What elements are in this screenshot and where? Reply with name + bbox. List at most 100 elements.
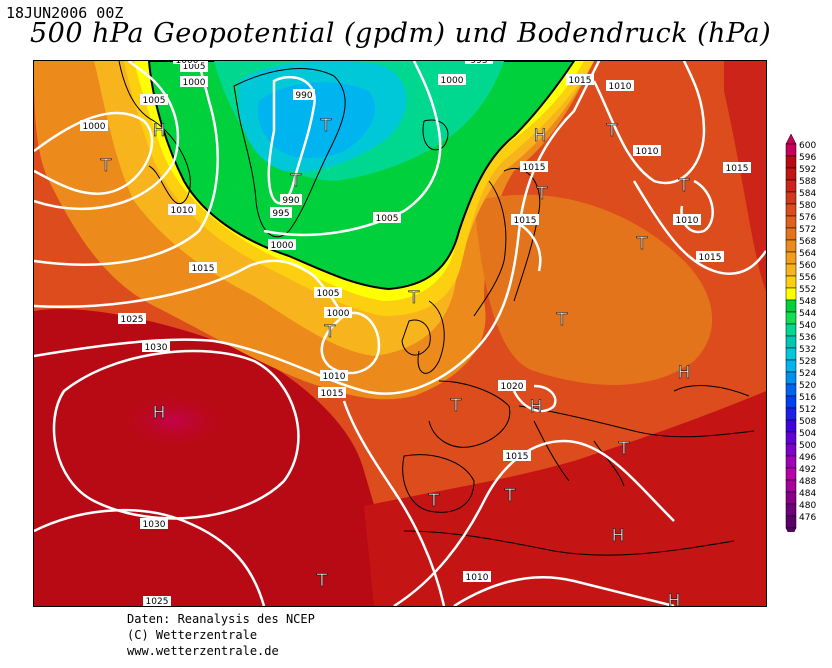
legend-label: 512 xyxy=(799,405,816,415)
legend-label: 500 xyxy=(799,441,816,451)
legend-swatch xyxy=(785,443,797,457)
svg-text:1000: 1000 xyxy=(441,76,464,86)
svg-text:1015: 1015 xyxy=(569,76,592,86)
isobar-label: 1020 xyxy=(498,380,526,392)
isobar-label: 1005 xyxy=(373,212,401,224)
legend-label: 508 xyxy=(799,417,816,427)
legend-swatch xyxy=(785,347,797,361)
svg-text:1030: 1030 xyxy=(145,343,168,353)
legend-label: 496 xyxy=(799,453,816,463)
legend-swatch xyxy=(785,479,797,493)
svg-text:1010: 1010 xyxy=(171,206,194,216)
legend-swatch xyxy=(785,335,797,349)
system-marker: T xyxy=(324,322,336,342)
legend-swatch xyxy=(785,155,797,169)
isobars xyxy=(34,61,766,606)
legend-label: 532 xyxy=(799,345,816,355)
legend-label: 588 xyxy=(799,177,816,187)
legend-swatch xyxy=(785,275,797,289)
system-marker: T xyxy=(606,121,618,141)
svg-text:1025: 1025 xyxy=(146,597,169,606)
isobar-label: 1015 xyxy=(511,214,539,226)
legend-swatch xyxy=(785,239,797,253)
isobar-label: 1015 xyxy=(189,262,217,274)
credits-copyright: (C) Wetterzentrale xyxy=(127,628,258,642)
system-marker: T xyxy=(428,491,440,511)
svg-text:1015: 1015 xyxy=(321,389,344,399)
legend-label: 516 xyxy=(799,393,816,403)
legend-label: 556 xyxy=(799,273,816,283)
legend-label: 552 xyxy=(799,285,816,295)
isobar-label: 1000 xyxy=(268,239,296,251)
legend-label: 548 xyxy=(799,297,816,307)
system-marker: H xyxy=(530,397,543,417)
legend-swatch xyxy=(785,167,797,181)
svg-text:1000: 1000 xyxy=(183,78,206,88)
system-marker: H xyxy=(153,403,166,423)
system-marker: T xyxy=(450,396,462,416)
svg-text:1015: 1015 xyxy=(523,163,546,173)
legend-swatch xyxy=(785,203,797,217)
legend-swatch xyxy=(785,383,797,397)
system-marker: T xyxy=(408,288,420,308)
svg-text:1005: 1005 xyxy=(143,96,166,106)
legend-label: 528 xyxy=(799,357,816,367)
svg-text:995: 995 xyxy=(272,209,289,219)
svg-text:1015: 1015 xyxy=(699,253,722,263)
isobar-label: 1015 xyxy=(696,251,724,263)
svg-text:1005: 1005 xyxy=(376,214,399,224)
height-field-592-east xyxy=(724,61,766,291)
isobar-label: 995 xyxy=(270,207,292,219)
svg-text:1020: 1020 xyxy=(501,382,524,392)
isobar-label: 1015 xyxy=(566,74,594,86)
map-canvas: 1005 1000 1005 1000 1010 1015 1000 990 9… xyxy=(34,61,766,606)
legend-label: 564 xyxy=(799,249,816,259)
legend-label: 592 xyxy=(799,165,816,175)
svg-text:1025: 1025 xyxy=(121,315,144,325)
high-core-atlantic xyxy=(114,391,234,451)
isobar-label: 1000 xyxy=(180,76,208,88)
date-label: 18JUN2006 00Z xyxy=(6,4,124,22)
svg-text:1005: 1005 xyxy=(317,289,340,299)
legend-swatch xyxy=(785,515,797,529)
system-marker: T xyxy=(636,234,648,254)
system-marker: H xyxy=(153,121,166,141)
svg-text:1000: 1000 xyxy=(176,61,199,66)
isobar-labels: 1005 1000 1005 1000 1010 1015 1000 990 9… xyxy=(80,61,751,606)
isobar-label: 1000 xyxy=(173,61,201,66)
svg-text:1000: 1000 xyxy=(327,309,350,319)
legend-swatch xyxy=(785,179,797,193)
svg-text:1015: 1015 xyxy=(192,264,215,274)
height-field-572-europe xyxy=(474,194,713,385)
svg-text:1010: 1010 xyxy=(323,372,346,382)
isobar-label: 1010 xyxy=(320,370,348,382)
legend-swatch xyxy=(785,371,797,385)
svg-text:995: 995 xyxy=(470,61,487,66)
legend-canvas: 600 596 592 588 584 580 576 572 568 564 560 556 552 5… xyxy=(785,133,816,539)
isobar-label: 1005 xyxy=(314,287,342,299)
svg-text:1000: 1000 xyxy=(83,122,106,132)
isobar-label: 1010 xyxy=(673,214,701,226)
legend-label: 520 xyxy=(799,381,816,391)
legend-swatch xyxy=(785,503,797,517)
legend-swatch xyxy=(785,455,797,469)
isobar-label: 1015 xyxy=(723,162,751,174)
system-marker: T xyxy=(504,486,516,506)
height-field-596 xyxy=(34,309,394,606)
pressure-systems: H T T T H T T T T T H T H T T T H T H H … xyxy=(100,116,691,606)
color-legend: 600 596 592 588 584 580 576 572 568 564 560 556 552 5… xyxy=(784,132,830,539)
isobar-label: 1015 xyxy=(318,387,346,399)
isobar-label: 1000 xyxy=(80,120,108,132)
credits-url: www.wetterzentrale.de xyxy=(127,644,279,658)
legend-label: 536 xyxy=(799,333,816,343)
svg-text:1030: 1030 xyxy=(143,520,166,530)
legend-label: 560 xyxy=(799,261,816,271)
legend-swatch xyxy=(785,419,797,433)
legend-swatch xyxy=(785,323,797,337)
svg-text:1015: 1015 xyxy=(514,216,537,226)
system-marker: T xyxy=(536,184,548,204)
svg-text:1010: 1010 xyxy=(636,147,659,157)
legend-label: 576 xyxy=(799,213,816,223)
credits-source: Daten: Reanalysis des NCEP xyxy=(127,612,315,626)
svg-text:1015: 1015 xyxy=(506,452,529,462)
